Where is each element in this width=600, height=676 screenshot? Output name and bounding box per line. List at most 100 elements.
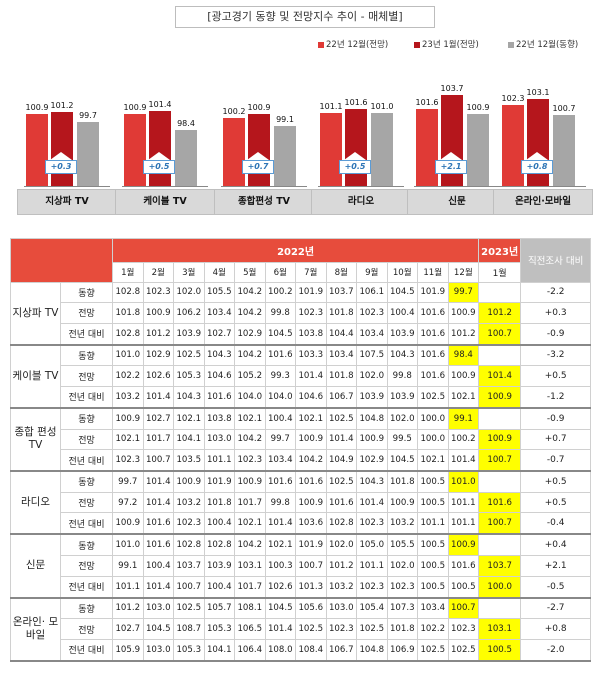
table-cell: 106.2 bbox=[173, 302, 205, 324]
up-arrow-icon bbox=[50, 152, 72, 160]
axis-baseline bbox=[318, 186, 404, 187]
table-cell: 101.6 bbox=[142, 512, 174, 536]
bar bbox=[51, 111, 73, 186]
table-cell: 101.7 bbox=[142, 428, 174, 451]
header-month: 7월 bbox=[295, 261, 327, 283]
up-arrow-icon bbox=[440, 152, 462, 160]
table-cell: 108.7 bbox=[173, 618, 205, 640]
table-row: 전년 대비 101.1 101.4 100.7 100.4 101.7 102.6 101.3… bbox=[11, 575, 592, 599]
category-label: 라디오 bbox=[311, 189, 411, 215]
table-cell: 104.2 bbox=[234, 533, 266, 557]
table-cell: 100.2 bbox=[447, 428, 480, 451]
table-cell: 100.4 bbox=[203, 575, 235, 599]
legend-label: 23년 1월(전망) bbox=[422, 40, 479, 50]
change-cell: -1.2 bbox=[520, 385, 592, 409]
bar-value-label: 99.1 bbox=[276, 114, 294, 124]
table-cell: 102.3 bbox=[447, 618, 480, 640]
change-cell: +0.8 bbox=[520, 618, 592, 640]
chart-panel: 101.6 103.7 100.9 +2.1 신문 bbox=[407, 62, 507, 222]
header-month: 4월 bbox=[203, 261, 235, 283]
table-cell: 103.8 bbox=[203, 407, 235, 430]
table-cell: 104.9 bbox=[325, 449, 357, 473]
row-label: 동향 bbox=[60, 344, 113, 367]
table-cell: 104.6 bbox=[203, 365, 235, 387]
table-cell: 101.4 bbox=[264, 512, 296, 536]
table-cell: 104.2 bbox=[234, 302, 266, 324]
table-cell: 101.2 bbox=[142, 322, 174, 346]
up-arrow-icon bbox=[526, 152, 548, 160]
table-row: 전망 102.1 101.7 104.1 103.0 104.2 99.7 100.9 101.… bbox=[11, 428, 592, 451]
table-cell: 101.9 bbox=[295, 533, 327, 557]
row-label: 동향 bbox=[60, 597, 113, 620]
table-cell-2023: 100.7 bbox=[478, 512, 522, 536]
legend-item: 22년 12월(동향) bbox=[508, 38, 578, 50]
data-table: 2022년 2023년 직전조사 대비 1월 2월 3월 4월 5월 6월 7월 8월 9월 10월 11… bbox=[10, 238, 592, 663]
row-label: 동향 bbox=[60, 281, 113, 304]
table-cell: 102.8 bbox=[203, 533, 235, 557]
table-cell-2023: 103.1 bbox=[478, 618, 522, 640]
table-cell: 102.1 bbox=[417, 449, 449, 473]
table-cell: 107.3 bbox=[386, 597, 418, 620]
table-cell-2023 bbox=[478, 533, 522, 557]
table-row: 전망 99.1 100.4 103.7 103.9 103.1 100.3 100.7 101.… bbox=[11, 555, 592, 577]
table-cell: 101.8 bbox=[203, 491, 235, 514]
table-cell: 103.9 bbox=[386, 385, 418, 409]
table-cell: 101.6 bbox=[203, 385, 235, 409]
table-cell: 106.7 bbox=[325, 385, 357, 409]
table-cell: 103.0 bbox=[142, 638, 174, 662]
table-cell: 106.5 bbox=[234, 618, 266, 640]
chart-panel: 100.2 100.9 99.1 +0.7 종합편성 TV bbox=[214, 62, 314, 222]
bar-chart-area: 100.9 101.2 99.7 +0.3 지상파 TV 100.9 101.4 98.4 +0… bbox=[0, 0, 600, 230]
bar-value-label: 100.9 bbox=[247, 102, 271, 112]
table-cell: 103.2 bbox=[173, 491, 205, 514]
media-label: 신문 bbox=[10, 533, 61, 599]
legend-label: 22년 12월(전망) bbox=[326, 40, 389, 50]
change-cell: -3.2 bbox=[520, 344, 592, 367]
table-cell: 102.5 bbox=[447, 638, 480, 662]
bar-value-label: 101.1 bbox=[319, 101, 343, 111]
table-cell: 103.2 bbox=[386, 512, 418, 536]
table-cell: 103.1 bbox=[234, 555, 266, 577]
table-cell-2023: 101.2 bbox=[478, 302, 522, 324]
table-cell: 102.3 bbox=[112, 449, 144, 473]
table-cell: 101.1 bbox=[356, 555, 388, 577]
table-row: 전년 대비 102.3 100.7 103.5 101.1 102.3 103.4 104.2… bbox=[11, 449, 592, 473]
table-cell: 104.3 bbox=[386, 344, 418, 367]
table-cell: 104.2 bbox=[234, 281, 266, 304]
bar bbox=[553, 115, 575, 186]
table-cell: 100.9 bbox=[142, 302, 174, 324]
table-row: 전망 102.2 102.6 105.3 104.6 105.2 99.3 101.4 101.… bbox=[11, 365, 592, 387]
table-cell: 101.6 bbox=[417, 344, 449, 367]
table-cell-2023 bbox=[478, 470, 522, 493]
table-cell-2023 bbox=[478, 407, 522, 430]
change-cell: +0.5 bbox=[520, 491, 592, 514]
table-cell-2023 bbox=[478, 597, 522, 620]
table-cell: 102.5 bbox=[325, 470, 357, 493]
bar-value-label: 100.2 bbox=[222, 107, 246, 117]
header-month: 10월 bbox=[386, 261, 418, 283]
table-cell: 101.1 bbox=[447, 491, 480, 514]
table-cell: 101.4 bbox=[447, 449, 480, 473]
table-cell: 100.9 bbox=[447, 302, 480, 324]
change-cell: -0.9 bbox=[520, 407, 592, 430]
header-month: 6월 bbox=[264, 261, 296, 283]
delta-badge: +0.7 bbox=[242, 160, 274, 174]
table-cell: 100.4 bbox=[142, 555, 174, 577]
delta-badge: +0.5 bbox=[143, 160, 175, 174]
chart-panel: 100.9 101.2 99.7 +0.3 지상파 TV bbox=[17, 62, 117, 222]
table-cell: 104.5 bbox=[264, 322, 296, 346]
table-cell: 103.0 bbox=[203, 428, 235, 451]
table-cell: 101.0 bbox=[112, 533, 144, 557]
media-label: 케이블 TV bbox=[10, 344, 61, 409]
table-row: 전망 102.7 104.5 108.7 105.3 106.5 101.4 102.5 102… bbox=[11, 618, 592, 640]
table-cell: 103.8 bbox=[295, 322, 327, 346]
table-cell: 102.3 bbox=[173, 512, 205, 536]
table-cell: 100.4 bbox=[264, 407, 296, 430]
table-cell: 102.8 bbox=[325, 512, 357, 536]
table-cell: 102.1 bbox=[112, 428, 144, 451]
table-cell: 102.8 bbox=[112, 281, 144, 304]
header-month: 11월 bbox=[417, 261, 449, 283]
table-cell: 101.2 bbox=[447, 322, 480, 346]
bar-value-label: 102.3 bbox=[501, 93, 525, 103]
row-label: 전년 대비 bbox=[60, 322, 113, 346]
